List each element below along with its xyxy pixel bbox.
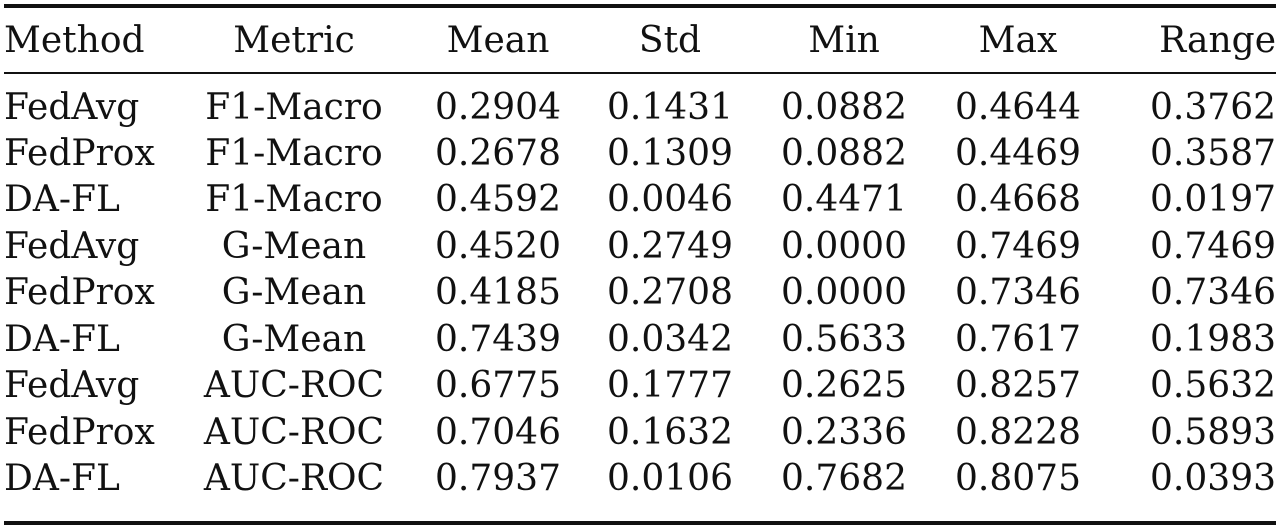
cell-min: 0.0000 xyxy=(781,272,907,314)
cell-metric: F1-Macro xyxy=(205,132,383,174)
cell-mean: 0.4185 xyxy=(435,272,561,314)
cell-range: 0.5632 xyxy=(1150,365,1276,407)
header-range: Range xyxy=(1159,19,1276,61)
cell-range: 0.0197 xyxy=(1150,179,1276,221)
cell-min: 0.4471 xyxy=(781,179,907,221)
cell-mean: 0.4592 xyxy=(435,179,561,221)
cell-range: 0.7469 xyxy=(1150,225,1276,267)
cell-range: 0.0393 xyxy=(1150,458,1276,500)
cell-min: 0.2625 xyxy=(781,365,907,407)
table-row: FedAvg G-Mean 0.4520 0.2749 0.0000 0.746… xyxy=(4,223,1276,270)
cell-metric: AUC-ROC xyxy=(203,411,385,453)
header-std: Std xyxy=(638,19,702,61)
cell-std: 0.0046 xyxy=(607,179,733,221)
cell-max: 0.4668 xyxy=(955,179,1081,221)
header-method: Method xyxy=(4,19,145,61)
table-row: DA-FL G-Mean 0.7439 0.0342 0.5633 0.7617… xyxy=(4,316,1276,363)
cell-mean: 0.4520 xyxy=(435,225,561,267)
cell-range: 0.1983 xyxy=(1150,318,1276,360)
cell-metric: G-Mean xyxy=(221,225,367,267)
cell-max: 0.7346 xyxy=(955,272,1081,314)
cell-method: DA-FL xyxy=(4,179,120,221)
cell-method: FedAvg xyxy=(4,365,140,407)
cell-min: 0.0882 xyxy=(781,132,907,174)
cell-range: 0.3587 xyxy=(1150,132,1276,174)
cell-std: 0.0342 xyxy=(607,318,733,360)
header-mean: Mean xyxy=(446,19,550,61)
cell-mean: 0.2904 xyxy=(435,86,561,128)
header-max: Max xyxy=(978,19,1058,61)
cell-min: 0.0000 xyxy=(781,225,907,267)
cell-min: 0.0882 xyxy=(781,86,907,128)
cell-method: FedProx xyxy=(4,272,155,314)
cell-method: FedAvg xyxy=(4,225,140,267)
cell-mean: 0.6775 xyxy=(435,365,561,407)
cell-min: 0.2336 xyxy=(781,411,907,453)
header-metric: Metric xyxy=(233,19,355,61)
cell-metric: F1-Macro xyxy=(205,179,383,221)
cell-mean: 0.2678 xyxy=(435,132,561,174)
table-top-rule xyxy=(4,4,1276,8)
cell-max: 0.8075 xyxy=(955,458,1081,500)
cell-std: 0.1777 xyxy=(607,365,733,407)
cell-std: 0.1309 xyxy=(607,132,733,174)
cell-min: 0.5633 xyxy=(781,318,907,360)
table-row: DA-FL AUC-ROC 0.7937 0.0106 0.7682 0.807… xyxy=(4,456,1276,503)
cell-metric: F1-Macro xyxy=(205,86,383,128)
table-row: FedProx G-Mean 0.4185 0.2708 0.0000 0.73… xyxy=(4,270,1276,317)
table-header: Method Metric Mean Std Min Max Range xyxy=(4,8,1276,72)
cell-metric: G-Mean xyxy=(221,318,367,360)
cell-min: 0.7682 xyxy=(781,458,907,500)
cell-method: DA-FL xyxy=(4,318,120,360)
table-body: FedAvg F1-Macro 0.2904 0.1431 0.0882 0.4… xyxy=(4,72,1276,502)
cell-max: 0.8257 xyxy=(955,365,1081,407)
header-min: Min xyxy=(808,19,880,61)
cell-std: 0.2749 xyxy=(607,225,733,267)
header-row: Method Metric Mean Std Min Max Range xyxy=(4,8,1276,72)
results-table: Method Metric Mean Std Min Max Range Fed… xyxy=(4,8,1276,502)
table-bottom-rule xyxy=(4,521,1276,525)
cell-max: 0.4644 xyxy=(955,86,1081,128)
cell-metric: AUC-ROC xyxy=(203,365,385,407)
cell-std: 0.0106 xyxy=(607,458,733,500)
cell-std: 0.1431 xyxy=(607,86,733,128)
cell-method: FedProx xyxy=(4,411,155,453)
table-row: FedAvg F1-Macro 0.2904 0.1431 0.0882 0.4… xyxy=(4,72,1276,130)
cell-method: DA-FL xyxy=(4,458,120,500)
cell-method: FedProx xyxy=(4,132,155,174)
cell-max: 0.4469 xyxy=(955,132,1081,174)
cell-std: 0.2708 xyxy=(607,272,733,314)
table-header-rule xyxy=(4,72,1276,74)
cell-std: 0.1632 xyxy=(607,411,733,453)
cell-method: FedAvg xyxy=(4,86,140,128)
cell-range: 0.3762 xyxy=(1150,86,1276,128)
cell-mean: 0.7439 xyxy=(435,318,561,360)
cell-range: 0.5893 xyxy=(1150,411,1276,453)
cell-mean: 0.7937 xyxy=(435,458,561,500)
table-row: DA-FL F1-Macro 0.4592 0.0046 0.4471 0.46… xyxy=(4,177,1276,224)
table-row: FedAvg AUC-ROC 0.6775 0.1777 0.2625 0.82… xyxy=(4,363,1276,410)
table-row: FedProx F1-Macro 0.2678 0.1309 0.0882 0.… xyxy=(4,130,1276,177)
cell-metric: G-Mean xyxy=(221,272,367,314)
cell-metric: AUC-ROC xyxy=(203,458,385,500)
cell-max: 0.8228 xyxy=(955,411,1081,453)
cell-max: 0.7469 xyxy=(955,225,1081,267)
cell-range: 0.7346 xyxy=(1150,272,1276,314)
cell-mean: 0.7046 xyxy=(435,411,561,453)
cell-max: 0.7617 xyxy=(955,318,1081,360)
table-row: FedProx AUC-ROC 0.7046 0.1632 0.2336 0.8… xyxy=(4,409,1276,456)
